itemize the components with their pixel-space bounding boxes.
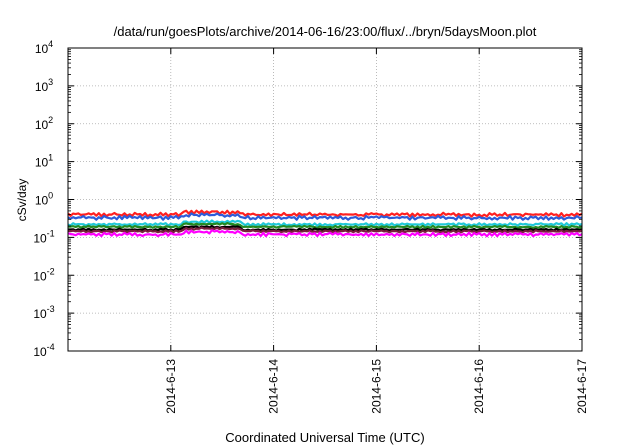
x-tick-label: 2014-6-15 — [369, 359, 383, 414]
x-axis-label: Coordinated Universal Time (UTC) — [225, 430, 424, 445]
series-line — [67, 212, 583, 221]
series-lines — [67, 209, 583, 238]
y-tick-label: 102 — [35, 115, 53, 132]
x-tick-label: 2014-6-17 — [575, 359, 589, 414]
x-tick-label: 2014-6-16 — [472, 359, 486, 414]
y-tick-label: 10-1 — [33, 228, 54, 245]
y-tick-label: 10-4 — [33, 342, 54, 359]
chart-title: /data/run/goesPlots/archive/2014-06-16/2… — [114, 24, 537, 39]
grid-lines — [68, 48, 582, 351]
series-line — [67, 229, 583, 238]
axis-ticks: 10-4 10-3 10-2 10-1 100 101 102 103 104 2014-6-13… — [33, 39, 589, 414]
y-tick-label: 10-3 — [33, 304, 54, 321]
y-tick-label: 100 — [35, 191, 53, 208]
series-line — [67, 209, 583, 218]
series-line — [68, 224, 583, 232]
y-tick-label: 101 — [35, 153, 53, 170]
series-line — [67, 222, 583, 229]
x-tick-label: 2014-6-14 — [267, 359, 281, 414]
y-tick-label: 103 — [35, 77, 53, 94]
y-tick-label: 104 — [35, 39, 53, 56]
series-line — [67, 226, 583, 234]
series-line — [67, 219, 583, 227]
x-tick-label: 2014-6-13 — [164, 359, 178, 414]
plot-frame — [67, 47, 583, 352]
y-axis-label: cSv/day — [15, 179, 29, 222]
y-tick-label: 10-2 — [33, 266, 54, 283]
